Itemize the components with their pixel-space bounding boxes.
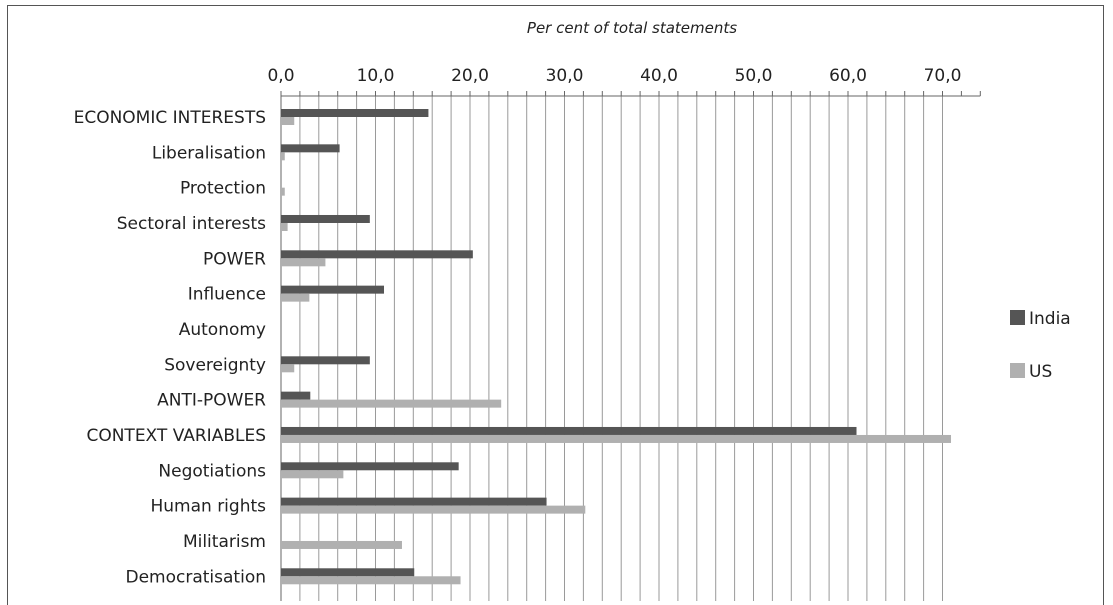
bar-india bbox=[281, 462, 459, 471]
category-label: ECONOMIC INTERESTS bbox=[74, 108, 266, 128]
bar-us bbox=[281, 222, 288, 231]
bar-india bbox=[281, 109, 429, 117]
bar-us bbox=[281, 505, 586, 514]
legend-label-india: India bbox=[1029, 309, 1071, 329]
bar-us bbox=[281, 152, 285, 161]
category-label: ANTI-POWER bbox=[157, 391, 266, 411]
bar-india bbox=[281, 391, 311, 400]
category-label: Protection bbox=[180, 179, 266, 199]
category-label: Liberalisation bbox=[152, 143, 266, 163]
category-label: CONTEXT VARIABLES bbox=[86, 426, 266, 446]
x-tick-label: 10,0 bbox=[357, 66, 395, 86]
x-axis-title: Per cent of total statements bbox=[527, 19, 737, 37]
category-label: Human rights bbox=[150, 497, 266, 517]
bar-india bbox=[281, 144, 340, 153]
legend: India US bbox=[1010, 309, 1071, 382]
x-tick-label: 30,0 bbox=[546, 66, 584, 86]
category-label: Negotiations bbox=[158, 461, 266, 481]
bar-us bbox=[281, 187, 285, 196]
chart-frame bbox=[7, 5, 1104, 605]
bar-us bbox=[281, 364, 295, 373]
x-tick-labels: 0,0 10,0 20,0 30,0 40,0 50,0 60,0 70,0 bbox=[267, 66, 961, 86]
bar-us bbox=[281, 399, 502, 408]
bar-india bbox=[281, 356, 370, 365]
bar-india bbox=[281, 568, 415, 577]
bars bbox=[281, 109, 952, 585]
category-label: Sovereignty bbox=[164, 355, 266, 375]
bar-us bbox=[281, 434, 952, 443]
x-tick-label: 20,0 bbox=[451, 66, 489, 86]
x-tick-label: 0,0 bbox=[267, 66, 294, 86]
x-tick-label: 60,0 bbox=[829, 66, 867, 86]
bar-us bbox=[281, 117, 295, 125]
legend-swatch-india bbox=[1010, 310, 1025, 325]
bar-india bbox=[281, 214, 370, 223]
bar-us bbox=[281, 470, 344, 479]
x-tick-label: 40,0 bbox=[640, 66, 678, 86]
x-tick-label: 70,0 bbox=[924, 66, 962, 86]
bar-us bbox=[281, 258, 326, 267]
category-label: Democratisation bbox=[126, 567, 267, 587]
x-tick-label: 50,0 bbox=[735, 66, 773, 86]
grid-lines bbox=[280, 91, 981, 601]
category-label: Autonomy bbox=[179, 320, 266, 340]
category-label: Influence bbox=[188, 285, 266, 305]
category-labels: ECONOMIC INTERESTS Liberalisation Protecti… bbox=[74, 108, 267, 587]
category-label: Sectoral interests bbox=[117, 214, 266, 234]
bar-us bbox=[281, 293, 310, 302]
bar-us bbox=[281, 576, 461, 585]
category-label: Militarism bbox=[183, 532, 266, 552]
category-label: POWER bbox=[203, 249, 266, 269]
bar-india bbox=[281, 426, 857, 435]
bar-india bbox=[281, 285, 385, 294]
legend-swatch-us bbox=[1010, 363, 1025, 378]
bar-us bbox=[281, 540, 402, 549]
bar-india bbox=[281, 497, 547, 506]
legend-label-us: US bbox=[1029, 362, 1052, 382]
bar-india bbox=[281, 250, 473, 259]
